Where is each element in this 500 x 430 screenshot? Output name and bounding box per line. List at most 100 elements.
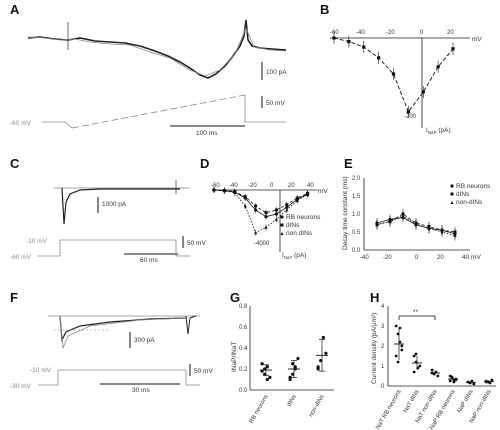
panel-g-ytick-4: 0.8 (239, 304, 248, 310)
panel-f-scale-time: 30 ms (132, 387, 150, 394)
panel-letter-c: C (10, 156, 20, 171)
panel-b-point-0 (332, 36, 336, 40)
panel-h-ytick-3: 3 (381, 324, 385, 330)
panel-a-scale-time: 100 ms (196, 130, 218, 137)
panel-d-point-1-3 (243, 195, 247, 199)
panel-h-point-0-4 (394, 354, 398, 358)
panel-b-xtick-3: 0 (420, 30, 424, 36)
panel-b-point-1 (347, 40, 351, 44)
panel-d-xtick-3: 0 (270, 183, 274, 189)
panel-g-point-2-1 (319, 359, 323, 363)
panel-b-ytick: -200 (404, 114, 417, 120)
panel-g-point-1-4 (288, 375, 292, 379)
panel-h-category-1: NaT dINs (403, 389, 421, 414)
panel-g-ytick-2: 0.4 (239, 346, 248, 352)
panel-e-ytick-3: 1.5 (352, 194, 361, 200)
panel-e-ytick-2: 1.0 (352, 212, 361, 218)
panel-h-significance: ** (413, 309, 419, 316)
panel-e-x-unit: 40 mV (462, 254, 481, 261)
panel-f-scalebars: 300 pA 50 mV 30 ms (100, 332, 213, 394)
panel-b-point-3 (377, 56, 381, 60)
panel-d-point-2-1 (222, 189, 226, 193)
panel-f-holding: -30 mV (10, 383, 32, 390)
panel-h-ytick-2: 2 (381, 344, 385, 350)
panel-d-point-2-4 (254, 231, 258, 235)
panel-d-xtick-1: -40 (229, 183, 238, 189)
panel-h-point-3-4 (448, 379, 452, 383)
panel-h-point-1-5 (414, 352, 418, 356)
panel-g-point-1-1 (291, 372, 295, 376)
panel-d-point-2-8 (295, 199, 299, 203)
panel-e-point-2-3 (414, 222, 418, 226)
panel-d-point-2-9 (306, 193, 310, 197)
panel-b-point-2 (362, 45, 366, 49)
panel-f-current-trace (59, 315, 187, 343)
panel-d-legend-2: non dINs (286, 230, 313, 237)
panel-d-point-2-7 (285, 208, 289, 212)
panel-e-xtick-2: 0 (415, 255, 419, 261)
panel-letter-g: G (230, 290, 240, 305)
panel-e-point-2-4 (427, 226, 431, 230)
panel-d-point-0-6 (274, 212, 278, 216)
panel-b-y-label: INaP (pA) (426, 127, 451, 135)
panel-f-scale-current: 300 pA (134, 337, 155, 344)
panel-h-point-1-4 (412, 370, 416, 374)
panel-g-y-label: INaP/INaT (231, 342, 238, 372)
panel-d-x-unit: mV (318, 188, 328, 195)
panel-g-point-2-2 (321, 335, 325, 340)
panel-d-point-2-3 (243, 204, 247, 208)
panel-c-trace (54, 180, 190, 225)
panel-d-xtick-5: 40 (307, 183, 314, 189)
panel-d-point-1-5 (264, 211, 268, 215)
panel-d-point-2-2 (233, 191, 237, 195)
panel-b-xtick-0: -60 (330, 30, 339, 36)
panel-d-y-label: INaT (pA) (282, 252, 306, 260)
panel-b-x-unit: mV (472, 36, 482, 43)
panel-b-point-7 (436, 65, 440, 69)
panel-b-xtick-1: -40 (356, 30, 365, 36)
panel-letter-a: A (10, 2, 20, 17)
panel-d-iv-plot: -60 -40 -20 0 20 40 mV -4000 INaT (pA) R… (211, 183, 328, 260)
panel-d-point-1-6 (274, 208, 278, 212)
panel-h-y-label: Current density (pA/µm²) (371, 313, 378, 384)
panel-d-ytick: -4000 (254, 241, 270, 247)
panel-h-point-0-5 (396, 360, 400, 364)
panel-e-point-2-6 (453, 234, 457, 237)
panel-g-point-0-6 (265, 377, 269, 382)
panel-g-ratio-plot: 0.0 0.2 0.4 0.6 0.8 INaP/INaT RB neurons… (231, 304, 334, 424)
panel-c-protocol: -10 mV -60 mV (10, 238, 190, 261)
panel-b-series-line (333, 37, 454, 113)
panel-g-point-1-5 (291, 362, 295, 366)
panel-c-step: -10 mV (26, 238, 48, 245)
panel-a-current-trace-overlay (27, 26, 287, 77)
panel-e-decay-plot: 0.0 0.5 1.0 1.5 2.0 -40 -20 0 20 40 mV D… (342, 176, 491, 261)
panel-e-point-2-5 (440, 230, 444, 234)
panel-f-scale-voltage: 50 mV (194, 368, 213, 375)
panel-d-point-1-7 (285, 203, 289, 207)
panel-e-xtick-3: 20 (437, 255, 444, 261)
panel-g-point-1-3 (296, 356, 300, 361)
panel-a-scalebars: 100 pA 50 mV 100 ms (170, 62, 287, 137)
panel-c-scalebars: 1000 pA 50 mV 60 ms (97, 197, 206, 264)
panel-g-category-0: RB neurons (249, 394, 270, 424)
panel-g-ytick-3: 0.6 (239, 325, 248, 331)
panel-f-protocol: -10 mV -30 mV (10, 367, 200, 390)
panel-b-point-5 (406, 110, 410, 114)
panel-d-series-line-2 (213, 189, 308, 234)
panel-d-xtick-0: -60 (211, 183, 220, 189)
panel-e-ytick-0: 0.0 (352, 248, 361, 254)
panel-g-ytick-0: 0.0 (239, 388, 248, 394)
panel-letter-e: E (344, 156, 353, 171)
panel-e-point-2-1 (388, 220, 392, 224)
panel-c-scale-time: 60 ms (140, 257, 158, 264)
panel-b-point-6 (421, 90, 425, 94)
panel-h-point-0-3 (400, 348, 404, 352)
panel-h-ytick-4: 4 (381, 304, 385, 310)
panel-a-scale-voltage: 50 mV (266, 100, 285, 107)
panel-g-point-0-4 (260, 362, 264, 366)
panel-c-scale-current: 1000 pA (102, 201, 127, 208)
panel-e-point-2-0 (375, 222, 379, 226)
panel-a-current-trace (27, 19, 287, 79)
panel-e-ytick-4: 2.0 (352, 176, 361, 182)
